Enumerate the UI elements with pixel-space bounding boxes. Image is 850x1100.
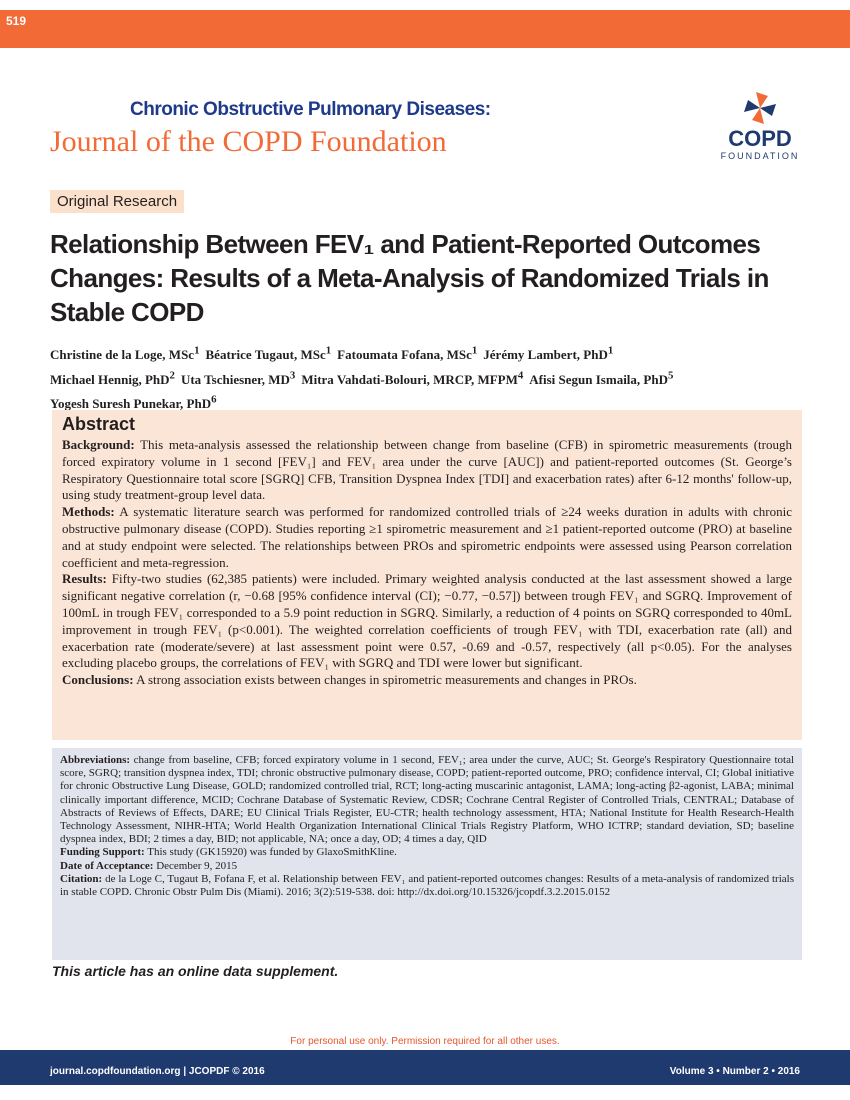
paragraph-text: A systematic literature search was perfo… — [62, 504, 792, 570]
author-name: Mitra Vahdati-Bolouri, MRCP, MFPM — [301, 371, 518, 387]
journal-line2: Journal of the COPD Foundation — [50, 125, 447, 158]
logo-subtext: FOUNDATION — [721, 151, 800, 161]
affiliation: 1 — [194, 345, 200, 357]
label: Date of Acceptance: — [60, 859, 154, 872]
author: Afisi Segun Ismaila, PhD5 — [529, 369, 674, 387]
author: Christine de la Loge, MSc1 — [50, 345, 200, 363]
paragraph-text: This meta-analysis assessed the relation… — [62, 437, 792, 503]
author: Uta Tschiesner, MD3 — [180, 369, 296, 387]
abstract-paragraph: Conclusions: A strong association exists… — [62, 672, 792, 689]
author: Yogesh Suresh Punekar, PhD6 — [50, 393, 217, 411]
section-label: Original Research — [50, 190, 185, 213]
author-name: Yogesh Suresh Punekar, PhD — [50, 395, 212, 411]
paragraph-label: Background: — [62, 437, 135, 452]
abstract: Abstract Background: This meta-analysis … — [52, 410, 802, 740]
affiliation: 1 — [471, 345, 478, 357]
affiliation: 3 — [289, 369, 296, 382]
author-name: Michael Hennig, PhD — [50, 371, 170, 387]
author-name: Uta Tschiesner, MD — [180, 371, 290, 387]
abstract-heading: Abstract — [62, 414, 136, 434]
author: Mitra Vahdati-Bolouri, MRCP, MFPM4 — [301, 369, 524, 387]
affiliation: 1 — [325, 345, 332, 357]
author-name: Fatoumata Fofana, MSc — [337, 347, 472, 363]
abstract-body: Background: This meta-analysis assessed … — [62, 437, 792, 689]
journal-line1: Chronic Obstructive Pulmonary Diseases: — [130, 99, 491, 120]
logo-pinwheel — [744, 92, 776, 124]
footer-notice: For personal use only. Permission requir… — [290, 1036, 560, 1047]
acceptance: Date of Acceptance: December 9, 2015 — [60, 860, 794, 873]
author-name: Jérémy Lambert, PhD — [483, 347, 608, 363]
author-name: Christine de la Loge, MSc — [50, 347, 195, 363]
affiliation: 1 — [607, 345, 614, 357]
label: Funding Support: — [60, 846, 145, 859]
affiliation: 4 — [517, 369, 524, 382]
info-box: Abbreviations: change from baseline, CFB… — [52, 748, 802, 960]
text: change from baseline, CFB; forced expira… — [60, 754, 795, 846]
text: de la Loge C, Tugaut B, Fofana F, et al.… — [60, 872, 794, 899]
author-name: Béatrice Tugaut, MSc — [205, 347, 326, 363]
citation: Citation: de la Loge C, Tugaut B, Fofana… — [60, 873, 794, 899]
footer-right: Volume 3 • Number 2 • 2016 — [669, 1066, 800, 1077]
author-name: Afisi Segun Ismaila, PhD — [529, 371, 668, 387]
paragraph-text: Fifty-two studies (62,385 patients) were… — [62, 571, 792, 671]
label: Abbreviations: — [60, 754, 131, 766]
paragraph-label: Results: — [62, 571, 107, 587]
abstract-paragraph: Methods: A systematic literature search … — [62, 504, 792, 571]
article-title: Relationship Between FEV₁ and Patient-Re… — [50, 229, 769, 327]
supplement-note: This article has an online data suppleme… — [52, 963, 339, 979]
author: Michael Hennig, PhD2 — [50, 369, 175, 387]
text: This study (GK15920) was funded by Glaxo… — [147, 846, 397, 859]
abbreviations: Abbreviations: change from baseline, CFB… — [60, 754, 794, 846]
paragraph-text: A strong association exists between chan… — [136, 672, 637, 688]
page-number: 519 — [6, 14, 27, 28]
top-bar — [0, 10, 850, 48]
affiliation: 2 — [169, 369, 175, 382]
logo-text: COPD — [728, 126, 792, 151]
abstract-paragraph: Background: This meta-analysis assessed … — [62, 437, 792, 504]
abstract-paragraph: Results: Fifty-two studies (62,385 patie… — [62, 571, 792, 672]
paragraph-label: Conclusions: — [62, 672, 134, 688]
affiliation: 5 — [667, 369, 674, 382]
funding: Funding Support: This study (GK15920) wa… — [60, 846, 794, 859]
affiliation: 6 — [211, 393, 217, 406]
author: Béatrice Tugaut, MSc1 — [205, 345, 332, 363]
paragraph-label: Methods: — [62, 504, 115, 520]
author: Jérémy Lambert, PhD1 — [483, 345, 614, 363]
logo: COPD FOUNDATION — [721, 92, 800, 161]
authors: Christine de la Loge, MSc1 Béatrice Tugau… — [50, 341, 810, 414]
footer-bar — [0, 1050, 850, 1085]
label: Citation: — [60, 872, 103, 885]
text: December 9, 2015 — [156, 859, 238, 872]
author: Fatoumata Fofana, MSc1 — [337, 345, 478, 363]
footer-left: journal.copdfoundation.org | JCOPDF © 20… — [50, 1066, 265, 1077]
